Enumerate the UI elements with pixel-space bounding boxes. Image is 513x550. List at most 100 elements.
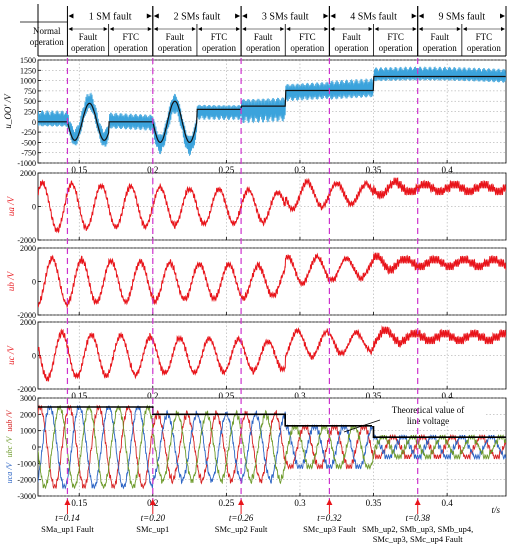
fault-group-label: 3 SMs fault	[262, 12, 309, 23]
x-tick-label: 0.25	[219, 498, 235, 508]
phase-arrowhead	[286, 27, 291, 31]
event-arrowhead	[414, 499, 421, 505]
fault-group-label: 2 SMs fault	[174, 12, 221, 23]
uoo-average	[38, 75, 506, 144]
y-tick-label: 2000	[20, 244, 36, 253]
phase-header: 1 SM fault 2 SMs fault 3 SMs fault 4 SMs fa…	[20, 4, 507, 57]
y-axis-label: uc /V	[6, 345, 16, 365]
phase-label-bottom: operation	[379, 43, 413, 53]
x-tick-label: 0.3	[294, 165, 306, 175]
y-tick-label: 3000	[20, 394, 36, 403]
phase-label-top: FTC	[122, 32, 139, 42]
phase-arrowhead	[197, 27, 202, 31]
x-tick-label: 0.3	[294, 391, 306, 401]
phase-arrowhead	[456, 27, 461, 31]
event-fault-label: SMc_up2 Fault	[215, 524, 268, 534]
theory-label-bg	[372, 404, 484, 426]
y-tick-label: 500	[24, 97, 36, 106]
x-tick-label: 0.35	[366, 498, 382, 508]
y-tick-label: 750	[24, 87, 36, 96]
phase-label-bottom: operation	[334, 43, 368, 53]
y-tick-label: -2000	[17, 476, 36, 485]
y-tick-label: 0	[32, 118, 36, 127]
event-fault-label: SMb_up2, SMb_up3, SMb_up4,	[362, 524, 473, 534]
phase-label-bottom: operation	[246, 43, 280, 53]
x-tick-label: 0.2	[147, 391, 158, 401]
phase-arrowhead	[191, 27, 196, 31]
phase-label-bottom: operation	[158, 43, 192, 53]
x-tick-label: 0.25	[219, 165, 235, 175]
theory-label-line1: Theoretical value of	[392, 405, 464, 415]
phase-label-top: FTC	[299, 32, 316, 42]
y-tick-label: 0	[32, 203, 36, 212]
event-fault-label: SMc_up1	[136, 524, 169, 534]
y-tick-label: 1000	[20, 77, 36, 86]
phase-arrowhead	[147, 27, 152, 31]
phase-arrowhead	[412, 27, 417, 31]
ua-series	[38, 177, 506, 234]
time-unit-label: t/s	[491, 505, 500, 515]
event-arrowhead	[238, 499, 245, 505]
y-axis-label: ub /V	[6, 270, 16, 291]
fault-group-label: 1 SM fault	[89, 12, 132, 23]
phase-label-bottom: operation	[423, 43, 457, 53]
event-arrowhead	[64, 499, 71, 505]
phase-arrowhead	[462, 27, 467, 31]
y-tick-label: 1000	[20, 427, 36, 436]
u_bc-series	[38, 405, 506, 490]
y-axis-label: ua /V	[6, 195, 16, 216]
y-tick-label: 2000	[20, 318, 36, 327]
phase-arrowhead	[109, 27, 114, 31]
event-arrowhead	[326, 499, 333, 505]
phase-label-bottom: operation	[114, 43, 148, 53]
phase-arrowhead	[103, 27, 108, 31]
y-tick-label: 1250	[20, 66, 36, 75]
u_ca-series	[38, 404, 506, 490]
x-tick-label: 0.35	[366, 391, 382, 401]
y-tick-label: -2000	[17, 311, 36, 320]
phase-label-bottom: operation	[467, 43, 501, 53]
y-tick-label: -750	[21, 149, 36, 158]
arrowhead-left	[68, 13, 74, 19]
phase-label-top: Fault	[79, 32, 98, 42]
x-tick-label: 0.4	[442, 391, 454, 401]
arrowhead-right	[146, 13, 152, 19]
panels: -1000-750-500-25002505007501000125015000…	[3, 56, 507, 508]
y-tick-label: -3000	[17, 492, 36, 501]
phase-label-bottom: operation	[30, 37, 64, 47]
y-axis-label: u_OO' /V	[3, 93, 13, 129]
y-tick-label: 1500	[20, 56, 36, 65]
event-time-label: t=0.20	[141, 513, 166, 523]
panel-ua: -2000 0 2000 ua /V	[6, 169, 507, 245]
y-tick-label: 0	[32, 443, 36, 452]
y-axis-label: ubc /V	[5, 436, 14, 458]
event-time-label: t=0.26	[229, 513, 254, 523]
phase-label-top: Fault	[166, 32, 185, 42]
phase-label-bottom: operation	[71, 43, 105, 53]
theory-pointer	[343, 419, 381, 433]
y-axis-label: uab /V	[5, 409, 14, 431]
y-axis-label: uca /V	[5, 462, 14, 484]
arrowhead-right	[235, 13, 241, 19]
theory-label-line2: line voltage	[407, 416, 449, 426]
arrowhead-left	[242, 13, 248, 19]
event-fault-label: SMa_up1 Fault	[41, 524, 94, 534]
x-tick-label: 0.4	[442, 498, 454, 508]
y-tick-label: -1000	[17, 459, 36, 468]
phase-arrowhead	[501, 27, 505, 31]
phase-label-bottom: operation	[202, 43, 236, 53]
panel-uc: -2000 0 2000 0.15 0.2 0.25 0.3 0.35 0.4 uc /V	[6, 318, 507, 401]
y-tick-label: -1000	[17, 159, 36, 168]
uoo-series	[38, 66, 506, 156]
y-tick-label: -250	[21, 128, 36, 137]
phase-label-top: FTC	[476, 32, 493, 42]
arrowhead-right	[500, 13, 505, 19]
phase-label-top: FTC	[387, 32, 404, 42]
phase-arrowhead	[280, 27, 285, 31]
phase-arrowhead	[330, 27, 335, 31]
arrowhead-right	[411, 13, 417, 19]
y-tick-label: 250	[24, 108, 36, 117]
event-time-label: t=0.32	[317, 513, 342, 523]
